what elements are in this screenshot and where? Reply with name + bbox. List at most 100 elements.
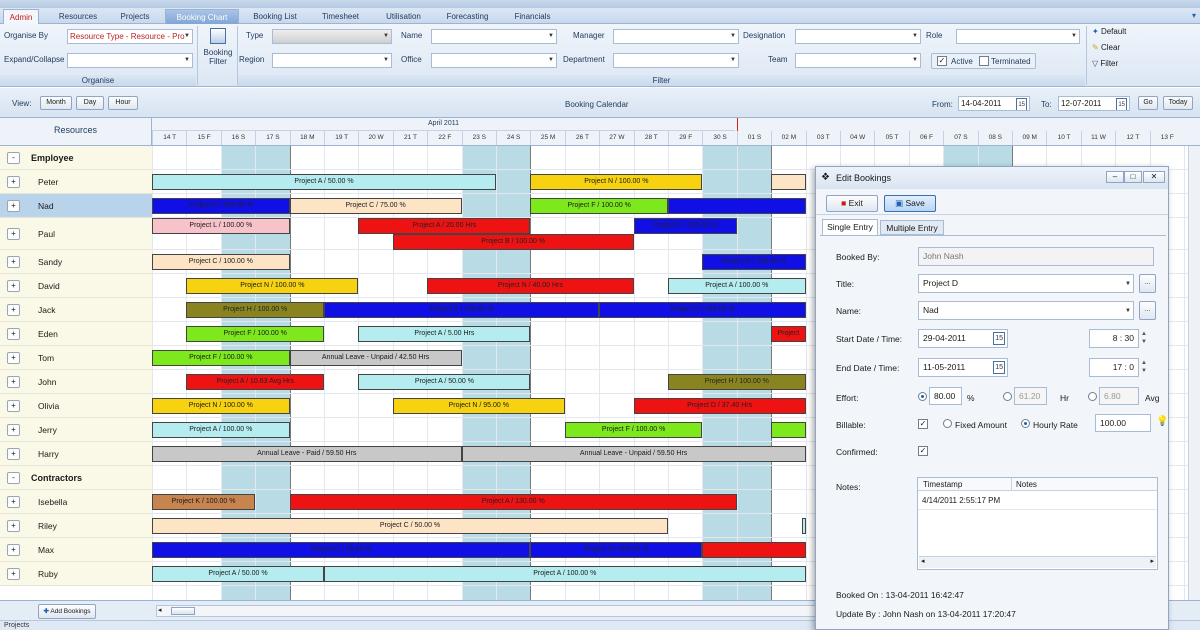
booking-bar[interactable]: Project A / 100.00 % — [668, 278, 806, 294]
default-button[interactable]: ✦ Default — [1092, 27, 1126, 39]
booking-bar[interactable]: Project K / 100.00 % — [152, 494, 256, 510]
effort-percent-radio[interactable] — [918, 392, 927, 401]
booking-bar[interactable]: Project C / 50.00 % — [152, 518, 668, 534]
effort-avg-input[interactable]: 6.80 — [1099, 387, 1139, 405]
scroll-right-icon[interactable]: ▸ — [1150, 558, 1154, 565]
day-view-button[interactable]: Day — [76, 96, 104, 110]
booking-bar[interactable]: Project F / 100.00 % — [152, 350, 290, 366]
name-browse-button[interactable]: ... — [1139, 301, 1156, 320]
resource-row[interactable]: + Eden — [0, 322, 152, 346]
booking-bar[interactable]: Project F / 100.00 % — [530, 198, 668, 214]
role-select[interactable]: ▼ — [956, 29, 1080, 44]
tab-admin[interactable]: Admin — [3, 9, 39, 24]
resource-row[interactable]: + Ruby — [0, 562, 152, 586]
booking-filter-button[interactable]: Booking Filter — [201, 28, 235, 78]
type-select[interactable]: ▼ — [272, 29, 392, 44]
expand-button[interactable]: + — [7, 228, 20, 240]
resource-row[interactable]: + Nad — [0, 194, 152, 218]
start-time-input[interactable]: 8 : 30 — [1089, 329, 1139, 348]
start-date-input[interactable]: 29-04-2011 15 — [918, 329, 1008, 348]
effort-avg-radio[interactable] — [1088, 392, 1097, 401]
resource-row[interactable]: + John — [0, 370, 152, 394]
expand-collapse-select[interactable]: ▼ — [67, 53, 193, 68]
tab-utilisation[interactable]: Utilisation — [386, 12, 421, 21]
timestamp-column-header[interactable]: Timestamp — [923, 480, 963, 489]
booking-bar[interactable]: Project D / 37.40 Hrs — [633, 398, 806, 414]
scroll-left-icon[interactable]: ◂ — [921, 558, 925, 565]
department-select[interactable]: ▼ — [613, 53, 739, 68]
vertical-scrollbar[interactable] — [1188, 146, 1200, 600]
expand-button[interactable]: + — [7, 448, 20, 460]
expand-button[interactable]: + — [7, 280, 20, 292]
tab-timesheet[interactable]: Timesheet — [321, 12, 360, 21]
booking-bar[interactable]: Project D / 100.00 % — [530, 542, 703, 558]
booking-bar[interactable]: Project C / 100.00 % — [152, 254, 290, 270]
booking-bar[interactable]: Project N / 100.00 % — [530, 174, 703, 190]
resource-row[interactable]: + Olivia — [0, 394, 152, 418]
hour-view-button[interactable]: Hour — [108, 96, 138, 110]
group-row[interactable]: - Employee — [0, 146, 152, 170]
booking-bar[interactable]: Project C / 75.00 % — [289, 198, 462, 214]
effort-hours-radio[interactable] — [1003, 392, 1012, 401]
expand-button[interactable]: + — [7, 568, 20, 580]
ribbon-expand-icon[interactable]: ▾ — [1191, 11, 1196, 20]
to-date-input[interactable]: 12-07-2011 15 — [1058, 96, 1130, 111]
calendar-picker-icon[interactable]: 15 — [1116, 98, 1127, 110]
booking-bar[interactable]: Annual Leave - Unpaid / 42.50 Hrs — [289, 350, 462, 366]
expand-button[interactable]: + — [7, 544, 20, 556]
booking-bar[interactable]: Project A / 130.00 % — [289, 494, 737, 510]
tab-resources[interactable]: Resources — [58, 12, 98, 21]
booking-bar[interactable]: Project D / 100.00 % — [599, 302, 806, 318]
booking-bar[interactable]: Project A / 5.00 Hrs — [358, 326, 531, 342]
booking-bar[interactable] — [802, 518, 806, 534]
end-date-input[interactable]: 11-05-2011 15 — [918, 358, 1008, 377]
confirmed-checkbox[interactable]: ✓ — [918, 446, 928, 456]
resource-row[interactable]: + Tom — [0, 346, 152, 370]
close-button[interactable]: ✕ — [1143, 171, 1165, 183]
tab-financials[interactable]: Financials — [514, 12, 551, 21]
name-select[interactable]: ▼ — [431, 29, 557, 44]
resource-row[interactable]: + Sandy — [0, 250, 152, 274]
booking-bar[interactable]: Project N / 100.00 % — [186, 278, 359, 294]
tab-booking-list[interactable]: Booking List — [253, 12, 297, 21]
expand-button[interactable]: + — [7, 352, 20, 364]
booking-bar[interactable]: Project F / 100.00 % — [186, 326, 324, 342]
booking-bar[interactable]: Project H / 100.00 % — [186, 302, 324, 318]
notes-scrollbar[interactable]: ◂ ▸ — [919, 556, 1156, 568]
resource-row[interactable]: + Max — [0, 538, 152, 562]
expand-button[interactable]: + — [7, 520, 20, 532]
horizontal-scrollbar[interactable]: ◂ — [156, 605, 816, 617]
booking-bar[interactable]: Project D / 100.00 % — [324, 302, 600, 318]
effort-percent-input[interactable]: 80.00 — [929, 387, 962, 405]
resource-row[interactable]: + Riley — [0, 514, 152, 538]
team-select[interactable]: ▼ — [795, 53, 921, 68]
booking-bar[interactable]: Annual Leave - Unpaid / 59.50 Hrs — [461, 446, 806, 462]
booking-bar[interactable] — [668, 198, 806, 214]
calendar-picker-icon[interactable]: 15 — [993, 332, 1005, 345]
expand-button[interactable]: + — [7, 200, 20, 212]
calendar-picker-icon[interactable]: 15 — [1016, 98, 1027, 110]
exit-button[interactable]: ■ Exit — [826, 195, 878, 212]
minimize-button[interactable]: – — [1106, 171, 1124, 183]
rate-input[interactable]: 100.00 — [1095, 414, 1151, 432]
expand-button[interactable]: + — [7, 400, 20, 412]
booking-bar[interactable]: Project N / 40.00 Hrs — [427, 278, 634, 294]
office-select[interactable]: ▼ — [431, 53, 557, 68]
booking-bar[interactable]: Project H / 100.00 % — [668, 374, 806, 390]
dialog-title-bar[interactable]: ❖ Edit Bookings – □ ✕ — [816, 167, 1168, 189]
name-select[interactable]: Nad ▼ — [918, 301, 1134, 320]
clear-button[interactable]: ✎ Clear — [1092, 43, 1120, 55]
billable-checkbox[interactable]: ✓ — [918, 419, 928, 429]
expand-button[interactable]: + — [7, 256, 20, 268]
add-bookings-button[interactable]: ✚ Add Bookings — [38, 604, 96, 619]
resource-row[interactable]: + David — [0, 274, 152, 298]
booking-bar[interactable]: Project N / 100.00 % — [152, 398, 290, 414]
booking-bar[interactable]: Project A / 50.00 % — [152, 566, 324, 582]
group-row[interactable]: - Contractors — [0, 466, 152, 490]
booking-bar[interactable]: Project A / 20.00 Hrs — [358, 218, 531, 234]
notes-column-header[interactable]: Notes — [1016, 480, 1037, 489]
organise-by-select[interactable]: Resource Type - Resource - Pro ▼ — [67, 29, 193, 44]
tab-single-entry[interactable]: Single Entry — [822, 219, 878, 235]
booking-bar[interactable]: Project F / 100.00 % — [564, 422, 703, 438]
booking-bar[interactable]: Project A / 100.00 % — [152, 422, 290, 438]
